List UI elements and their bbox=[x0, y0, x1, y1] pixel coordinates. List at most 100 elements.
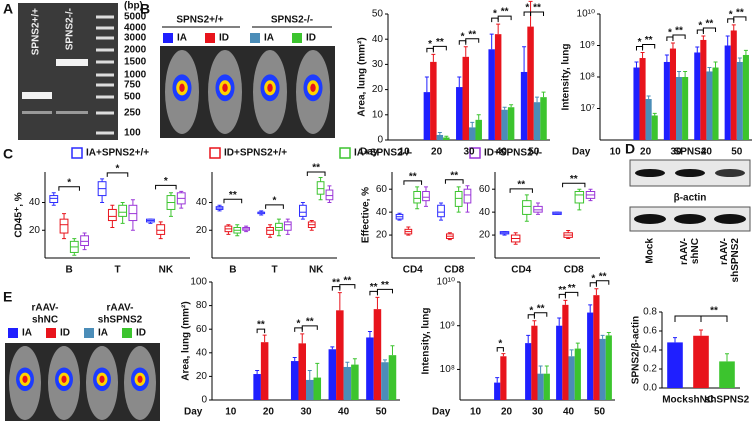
ladder-band bbox=[96, 73, 114, 77]
sig-label: ** bbox=[736, 8, 744, 19]
error-bar bbox=[444, 135, 449, 138]
blot-band bbox=[674, 214, 706, 224]
x-axis-label: Day bbox=[184, 407, 203, 418]
box bbox=[522, 200, 532, 215]
sig-label: * bbox=[461, 31, 465, 42]
error-bar bbox=[424, 76, 429, 93]
bar bbox=[531, 325, 538, 400]
legend-label: IA bbox=[98, 328, 108, 339]
error-bar bbox=[330, 346, 335, 350]
signal bbox=[137, 375, 143, 383]
bar bbox=[724, 45, 731, 140]
x-tick-label: 40 bbox=[563, 407, 575, 418]
gel-unit: (bp) bbox=[124, 1, 143, 12]
box bbox=[266, 226, 274, 235]
bar bbox=[525, 343, 532, 400]
legend-swatch bbox=[84, 328, 94, 338]
sig-label: ** bbox=[370, 282, 378, 293]
error-bar bbox=[390, 345, 395, 356]
bar bbox=[500, 356, 507, 400]
ladder-label: 250 bbox=[124, 108, 141, 119]
sig-bracket bbox=[702, 27, 717, 33]
box bbox=[283, 221, 292, 231]
error-bar bbox=[557, 317, 562, 326]
legend-label: IA+SPNS2+/+ bbox=[86, 148, 149, 159]
error-bar bbox=[544, 365, 549, 374]
ladder-label: 3000 bbox=[124, 33, 147, 44]
legend-swatch bbox=[209, 147, 221, 159]
bar bbox=[667, 342, 683, 388]
bar bbox=[260, 342, 269, 400]
bar bbox=[605, 335, 612, 400]
sig-label: ** bbox=[570, 174, 578, 185]
bar bbox=[443, 137, 450, 140]
error-bar bbox=[673, 337, 677, 343]
y-tick-label: 10¹⁰ bbox=[437, 277, 455, 288]
error-bar bbox=[575, 342, 580, 349]
ladder-label: 5000 bbox=[124, 12, 147, 23]
error-bar bbox=[652, 112, 657, 116]
box bbox=[275, 222, 283, 231]
legend-swatch bbox=[205, 33, 215, 43]
y-tick-label: 0.6 bbox=[643, 326, 657, 337]
sig-bracket bbox=[496, 347, 504, 352]
sig-bracket bbox=[527, 314, 535, 319]
sig-label: ** bbox=[409, 172, 417, 183]
sig-label: ** bbox=[312, 163, 320, 174]
y-tick-label: 50 bbox=[372, 9, 384, 20]
x-tick-label: 10 bbox=[399, 147, 411, 158]
bar bbox=[669, 48, 676, 140]
x-tick-label: 30 bbox=[670, 147, 682, 158]
signal bbox=[267, 83, 273, 93]
sig-label: * bbox=[529, 305, 533, 316]
sig-bracket bbox=[465, 38, 480, 43]
x-tick-label: T bbox=[271, 265, 277, 276]
y-tick-label: 0.8 bbox=[643, 307, 657, 318]
sig-bracket bbox=[595, 280, 610, 285]
x-axis-label: Day bbox=[432, 407, 451, 418]
sig-label: ** bbox=[381, 280, 389, 291]
y-axis-label: Intensity, lung bbox=[421, 307, 432, 374]
sig-label: ** bbox=[517, 180, 525, 191]
sig-bracket bbox=[674, 315, 728, 323]
sig-label: ** bbox=[436, 37, 444, 48]
sig-bracket bbox=[403, 180, 423, 185]
error-bar bbox=[737, 57, 742, 62]
box bbox=[156, 224, 166, 235]
blot-band bbox=[675, 169, 705, 177]
error-bar bbox=[634, 61, 639, 68]
blot-band bbox=[634, 214, 666, 224]
ladder-label: 2000 bbox=[124, 45, 147, 56]
sig-label: * bbox=[498, 338, 502, 349]
bar bbox=[706, 71, 713, 140]
error-bar bbox=[307, 370, 312, 380]
bar bbox=[527, 26, 534, 141]
sig-bracket bbox=[256, 328, 266, 334]
x-tick-label: 50 bbox=[731, 147, 743, 158]
y-tick-label: 40 bbox=[376, 207, 388, 218]
bar bbox=[742, 54, 749, 140]
legend-swatch bbox=[71, 147, 83, 159]
bar bbox=[290, 361, 299, 400]
sig-bracket bbox=[58, 186, 80, 191]
x-tick-label: CD4 bbox=[403, 265, 423, 276]
sig-label: * bbox=[668, 28, 672, 39]
bar bbox=[430, 61, 437, 140]
y-tick-label: 20 bbox=[196, 225, 208, 236]
error-bar bbox=[463, 46, 468, 57]
sig-label: * bbox=[638, 37, 642, 48]
error-bar bbox=[470, 121, 475, 128]
error-bar bbox=[677, 70, 682, 77]
panel-label: D bbox=[625, 141, 635, 157]
x-tick-label: 50 bbox=[594, 407, 606, 418]
error-bar bbox=[522, 46, 527, 72]
error-bar bbox=[501, 353, 506, 357]
sig-label: ** bbox=[501, 7, 509, 18]
error-bar bbox=[431, 53, 436, 62]
x-tick-label: 50 bbox=[528, 147, 540, 158]
bar bbox=[306, 379, 314, 400]
gel-band bbox=[56, 59, 88, 66]
sig-bracket bbox=[339, 284, 356, 289]
group-label: SPNS2+/+ bbox=[176, 15, 223, 26]
x-tick-label: shSPNS2 bbox=[705, 395, 750, 406]
